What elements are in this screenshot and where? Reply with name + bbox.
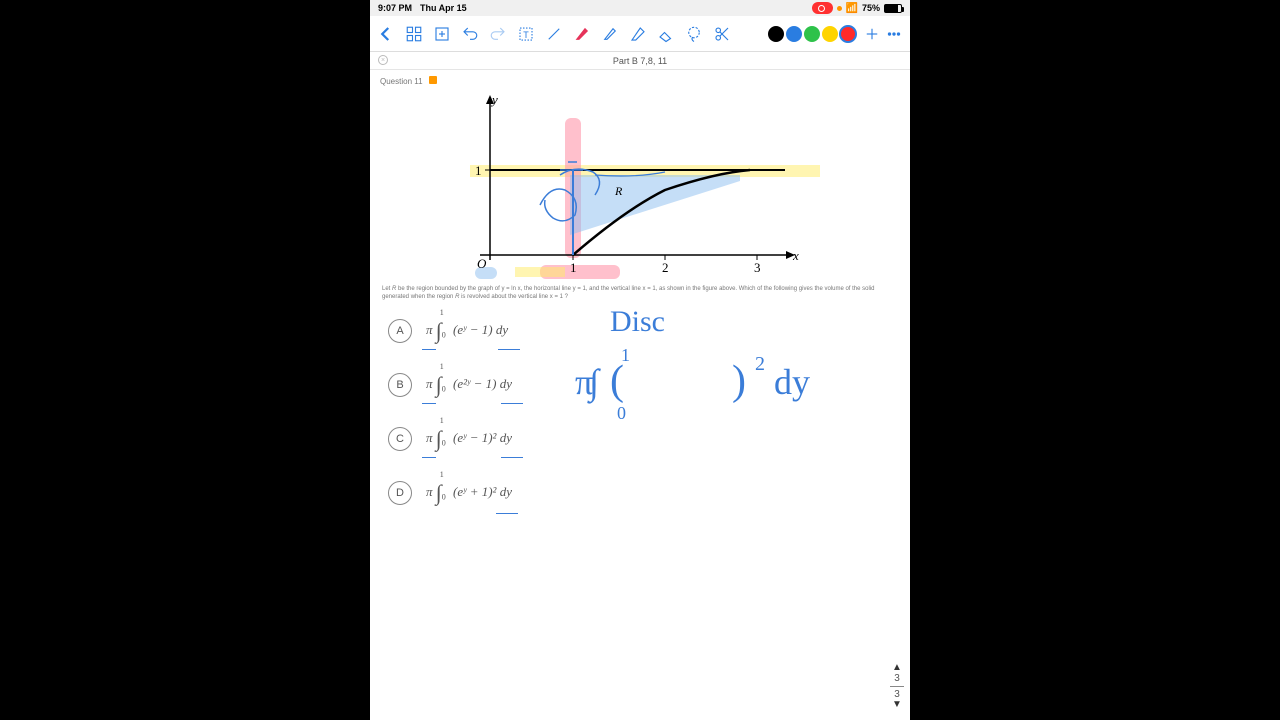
dy: dy xyxy=(500,430,512,445)
page-up-icon[interactable]: ▲ xyxy=(892,663,902,673)
choice-A-letter: A xyxy=(388,319,412,343)
svg-text:T: T xyxy=(523,29,529,39)
text-tool-icon[interactable]: T xyxy=(516,24,536,44)
svg-text:R: R xyxy=(614,184,623,198)
choice-C[interactable]: C π ∫01 (eʸ − 1)² dy xyxy=(388,426,512,452)
dy: dy xyxy=(500,376,512,391)
highlighter-tool-icon[interactable] xyxy=(628,24,648,44)
page-divider xyxy=(890,686,904,687)
blue-underline xyxy=(422,457,436,459)
question-number: Question 11 xyxy=(380,77,423,86)
back-button[interactable] xyxy=(376,24,396,44)
pi: π xyxy=(426,430,433,445)
svg-text:y: y xyxy=(490,92,498,107)
battery-icon xyxy=(884,4,902,13)
problem-suffix: is revolved about the vertical line x = … xyxy=(459,294,568,300)
pi: π xyxy=(426,376,433,391)
wifi-icon: 📶 xyxy=(846,3,858,14)
eraser-tool-icon[interactable] xyxy=(656,24,676,44)
more-icon[interactable] xyxy=(884,24,904,44)
page-navigator[interactable]: ▲ 3 3 ▼ xyxy=(890,663,904,710)
choice-B[interactable]: B π ∫01 (e²ʸ − 1) dy xyxy=(388,372,512,398)
color-green[interactable] xyxy=(804,26,820,42)
blue-underline xyxy=(422,403,436,405)
choice-A-formula: π ∫01 (eʸ − 1) dy xyxy=(426,318,508,344)
choice-B-formula: π ∫01 (e²ʸ − 1) dy xyxy=(426,372,512,398)
hw-dy: dy xyxy=(774,362,810,402)
orange-dot-icon xyxy=(837,6,842,11)
document-title: Part B 7,8, 11 xyxy=(613,56,667,66)
svg-text:3: 3 xyxy=(754,260,761,275)
tablet-frame: 9:07 PM Thu Apr 15 📶 75% T xyxy=(370,0,910,720)
add-color-icon[interactable] xyxy=(862,24,882,44)
page-canvas[interactable]: Question 11 xyxy=(370,70,910,720)
svg-text:x: x xyxy=(792,248,799,263)
color-palette xyxy=(768,24,904,44)
hw-exp: 2 xyxy=(755,353,765,375)
answer-choices: A π ∫01 (eʸ − 1) dy B π ∫01 (e²ʸ − 1) dy xyxy=(388,318,512,534)
integrand: (eʸ − 1)² xyxy=(453,430,496,445)
add-page-icon[interactable] xyxy=(432,24,452,44)
choice-C-formula: π ∫01 (eʸ − 1)² dy xyxy=(426,426,512,452)
question-label: Question 11 xyxy=(380,76,437,86)
hw-pi-int: π∫ xyxy=(575,362,595,402)
close-document-icon[interactable]: × xyxy=(378,55,388,65)
page-down-icon[interactable]: ▼ xyxy=(892,700,902,710)
pi: π xyxy=(426,322,433,337)
problem-prefix: Let xyxy=(382,286,392,292)
current-page: 3 xyxy=(894,673,900,684)
svg-text:1: 1 xyxy=(475,163,482,178)
hw-rparen: ) xyxy=(732,358,746,404)
choice-B-letter: B xyxy=(388,373,412,397)
status-date: Thu Apr 15 xyxy=(420,3,467,13)
pen-tool-icon[interactable] xyxy=(600,24,620,44)
flag-icon[interactable] xyxy=(429,76,437,84)
blue-underline xyxy=(501,403,523,405)
undo-icon[interactable] xyxy=(460,24,480,44)
line-tool-icon[interactable] xyxy=(544,24,564,44)
color-red[interactable] xyxy=(840,26,856,42)
choice-D-letter: D xyxy=(388,481,412,505)
integrand: (eʸ − 1) xyxy=(453,322,493,337)
handwriting-formula: π∫ 1 0 ( ) 2 dy xyxy=(575,360,810,402)
choice-D-formula: π ∫01 (eʸ + 1)² dy xyxy=(426,480,512,506)
status-time: 9:07 PM xyxy=(378,3,412,13)
choice-D[interactable]: D π ∫01 (eʸ + 1)² dy xyxy=(388,480,512,506)
app-toolbar: T xyxy=(370,16,910,52)
lasso-tool-icon[interactable] xyxy=(684,24,704,44)
svg-text:2: 2 xyxy=(662,260,669,275)
svg-text:1: 1 xyxy=(570,260,577,275)
dy: dy xyxy=(500,484,512,499)
choice-C-letter: C xyxy=(388,427,412,451)
graph: y x O 1 1 2 3 R xyxy=(465,90,805,290)
color-black[interactable] xyxy=(768,26,784,42)
hw-word: Disc xyxy=(610,305,665,338)
scissors-tool-icon[interactable] xyxy=(712,24,732,44)
color-yellow[interactable] xyxy=(822,26,838,42)
integrand: (eʸ + 1)² xyxy=(453,484,496,499)
document-header: × Part B 7,8, 11 xyxy=(370,52,910,70)
integrand: (e²ʸ − 1) xyxy=(453,376,496,391)
blue-underline xyxy=(501,457,523,459)
marker-tool-icon[interactable] xyxy=(572,24,592,44)
blue-underline xyxy=(496,513,518,515)
battery-text: 75% xyxy=(862,3,880,13)
recording-indicator xyxy=(812,2,833,14)
hw-bot-limit: 0 xyxy=(617,404,626,422)
handwriting-disc: Disc xyxy=(610,305,665,339)
status-bar: 9:07 PM Thu Apr 15 📶 75% xyxy=(370,0,910,16)
grid-icon[interactable] xyxy=(404,24,424,44)
dy: dy xyxy=(496,322,508,337)
choice-A[interactable]: A π ∫01 (eʸ − 1) dy xyxy=(388,318,512,344)
pi: π xyxy=(426,484,433,499)
color-blue[interactable] xyxy=(786,26,802,42)
redo-icon[interactable] xyxy=(488,24,508,44)
problem-statement: Let R be the region bounded by the graph… xyxy=(382,286,898,302)
svg-text:O: O xyxy=(477,256,487,271)
blue-underline xyxy=(422,349,436,351)
blue-underline xyxy=(498,349,520,351)
hw-top-limit: 1 xyxy=(621,346,630,364)
